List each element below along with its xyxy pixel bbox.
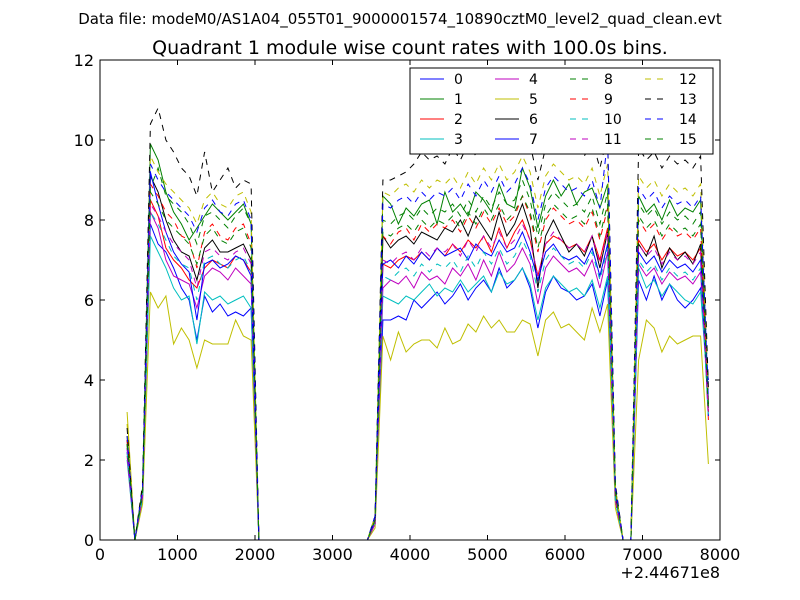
legend-label-15: 15 bbox=[679, 132, 697, 148]
series-line-5 bbox=[126, 291, 709, 541]
x-tick-label: 5000 bbox=[467, 545, 508, 564]
y-tick-label: 4 bbox=[84, 371, 94, 390]
suptitle: Data file: modeM0/AS1A04_055T01_90000015… bbox=[78, 10, 722, 29]
y-tick-label: 0 bbox=[84, 531, 94, 550]
x-tick-label: 2000 bbox=[235, 545, 276, 564]
legend-box bbox=[409, 67, 714, 155]
ticks-group: 0 1000 2000 3000 4000 5000 6000 7000 80000246810… bbox=[74, 51, 741, 564]
y-tick-label: 2 bbox=[84, 451, 94, 470]
x-tick-label: 8000 bbox=[700, 545, 741, 564]
legend-label-2: 2 bbox=[454, 112, 463, 128]
legend-label-0: 0 bbox=[454, 72, 463, 88]
legend-label-13: 13 bbox=[679, 92, 697, 108]
legend-label-10: 10 bbox=[604, 112, 622, 128]
legend-label-8: 8 bbox=[604, 72, 613, 88]
legend-label-14: 14 bbox=[679, 112, 697, 128]
x-tick-label: 7000 bbox=[622, 545, 663, 564]
x-tick-label: 4000 bbox=[390, 545, 431, 564]
legend-label-7: 7 bbox=[529, 132, 538, 148]
x-tick-label: 3000 bbox=[312, 545, 353, 564]
legend-label-3: 3 bbox=[454, 132, 463, 148]
x-tick-label: 6000 bbox=[545, 545, 586, 564]
legend-label-6: 6 bbox=[529, 112, 538, 128]
legend-label-9: 9 bbox=[604, 92, 613, 108]
legend-label-1: 1 bbox=[454, 92, 463, 108]
y-tick-label: 8 bbox=[84, 211, 94, 230]
legend-label-5: 5 bbox=[529, 92, 538, 108]
y-tick-label: 6 bbox=[84, 291, 94, 310]
legend-label-11: 11 bbox=[604, 132, 622, 148]
x-offset-label: +2.44671e8 bbox=[620, 563, 720, 582]
y-tick-label: 10 bbox=[74, 131, 94, 150]
chart-title: Quadrant 1 module wise count rates with … bbox=[152, 37, 668, 59]
series-line-15 bbox=[126, 190, 709, 541]
y-tick-label: 12 bbox=[74, 51, 94, 70]
legend-label-4: 4 bbox=[529, 72, 538, 88]
series-group bbox=[126, 106, 709, 541]
x-tick-label: 0 bbox=[95, 545, 105, 564]
series-line-14 bbox=[126, 139, 709, 541]
series-line-12 bbox=[126, 154, 709, 541]
x-tick-label: 1000 bbox=[157, 545, 198, 564]
legend-label-12: 12 bbox=[679, 72, 697, 88]
